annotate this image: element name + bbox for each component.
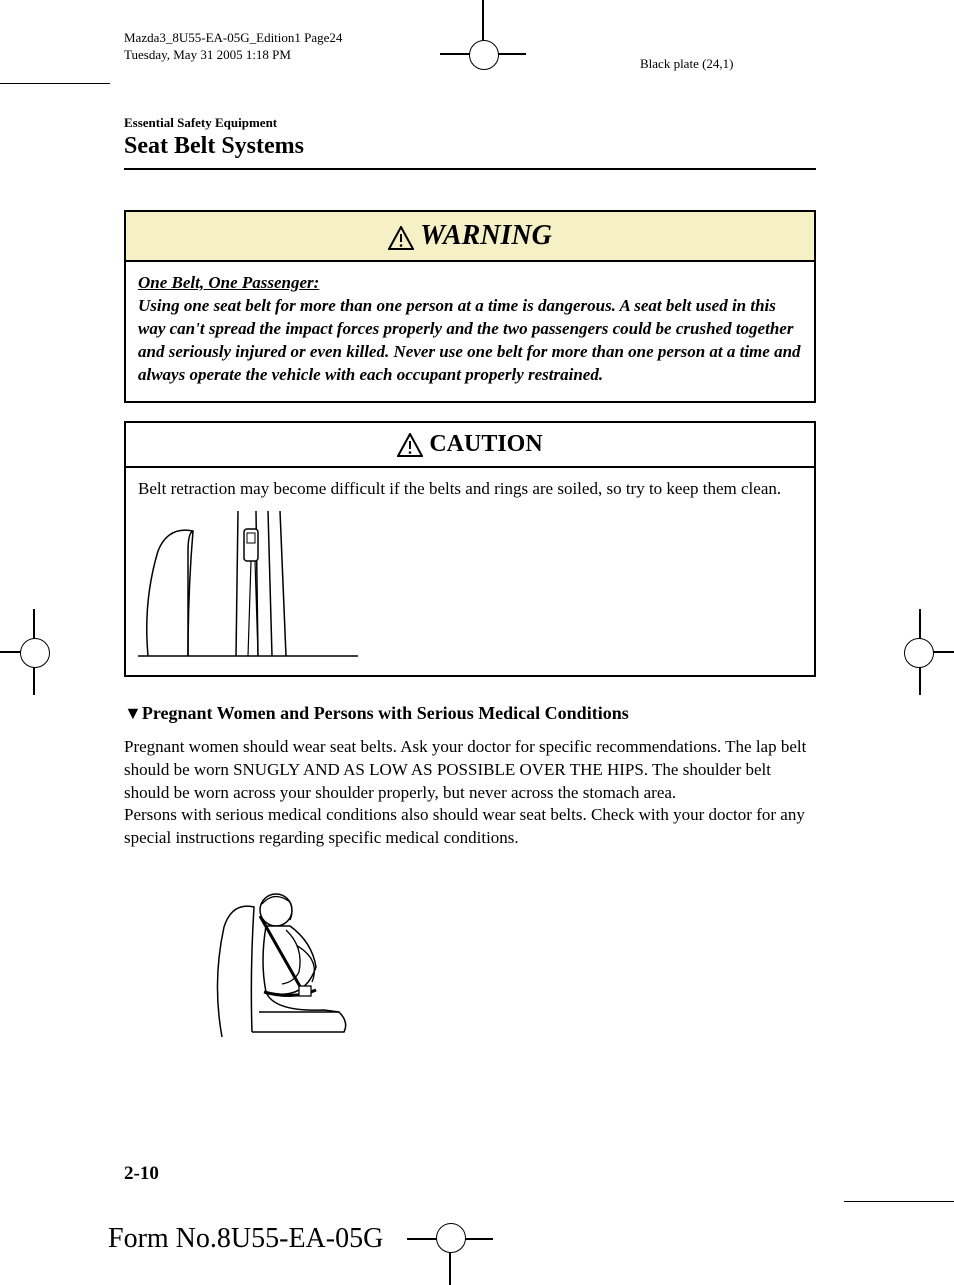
caution-body: Belt retraction may become difficult if … [126,468,814,675]
seatbelt-diagram-illustration [138,511,358,661]
pregnant-subsection: ▼Pregnant Women and Persons with Serious… [124,703,816,1043]
registration-mark-right [904,632,954,672]
warning-body: One Belt, One Passenger: Using one seat … [126,262,814,401]
subsection-title: ▼Pregnant Women and Persons with Serious… [124,703,816,724]
doc-id-line2: Tuesday, May 31 2005 1:18 PM [124,47,342,64]
registration-mark-left [0,632,50,672]
pregnant-woman-illustration [204,872,374,1042]
trim-line-top [0,83,110,84]
warning-header-text: WARNING [420,220,552,251]
doc-id-line1: Mazda3_8U55-EA-05G_Edition1 Page24 [124,30,342,47]
warning-triangle-icon [388,226,414,250]
registration-mark-bottom [430,1215,470,1285]
form-number: Form No.8U55-EA-05G [108,1223,383,1255]
caution-text: Belt retraction may become difficult if … [138,478,802,501]
page-number: 2-10 [124,1163,159,1185]
caution-header-text: CAUTION [429,431,542,457]
trim-line-bottom [844,1201,954,1202]
warning-subtitle: One Belt, One Passenger: [138,272,802,295]
document-meta: Mazda3_8U55-EA-05G_Edition1 Page24 Tuesd… [124,30,342,64]
caution-header: CAUTION [126,423,814,468]
plate-label: Black plate (24,1) [640,56,734,72]
registration-mark-top [463,0,503,70]
section-title: Seat Belt Systems [124,133,816,170]
page-content: Essential Safety Equipment Seat Belt Sys… [124,115,816,1042]
warning-text: Using one seat belt for more than one pe… [138,295,802,387]
warning-header: WARNING [126,212,814,262]
section-label: Essential Safety Equipment [124,115,816,131]
caution-box: CAUTION Belt retraction may become diffi… [124,421,816,677]
subsection-body: Pregnant women should wear seat belts. A… [124,736,816,851]
warning-box: WARNING One Belt, One Passenger: Using o… [124,210,816,403]
subsection-marker: ▼ [124,703,142,723]
subsection-title-text: Pregnant Women and Persons with Serious … [142,703,629,723]
caution-triangle-icon [397,433,423,457]
